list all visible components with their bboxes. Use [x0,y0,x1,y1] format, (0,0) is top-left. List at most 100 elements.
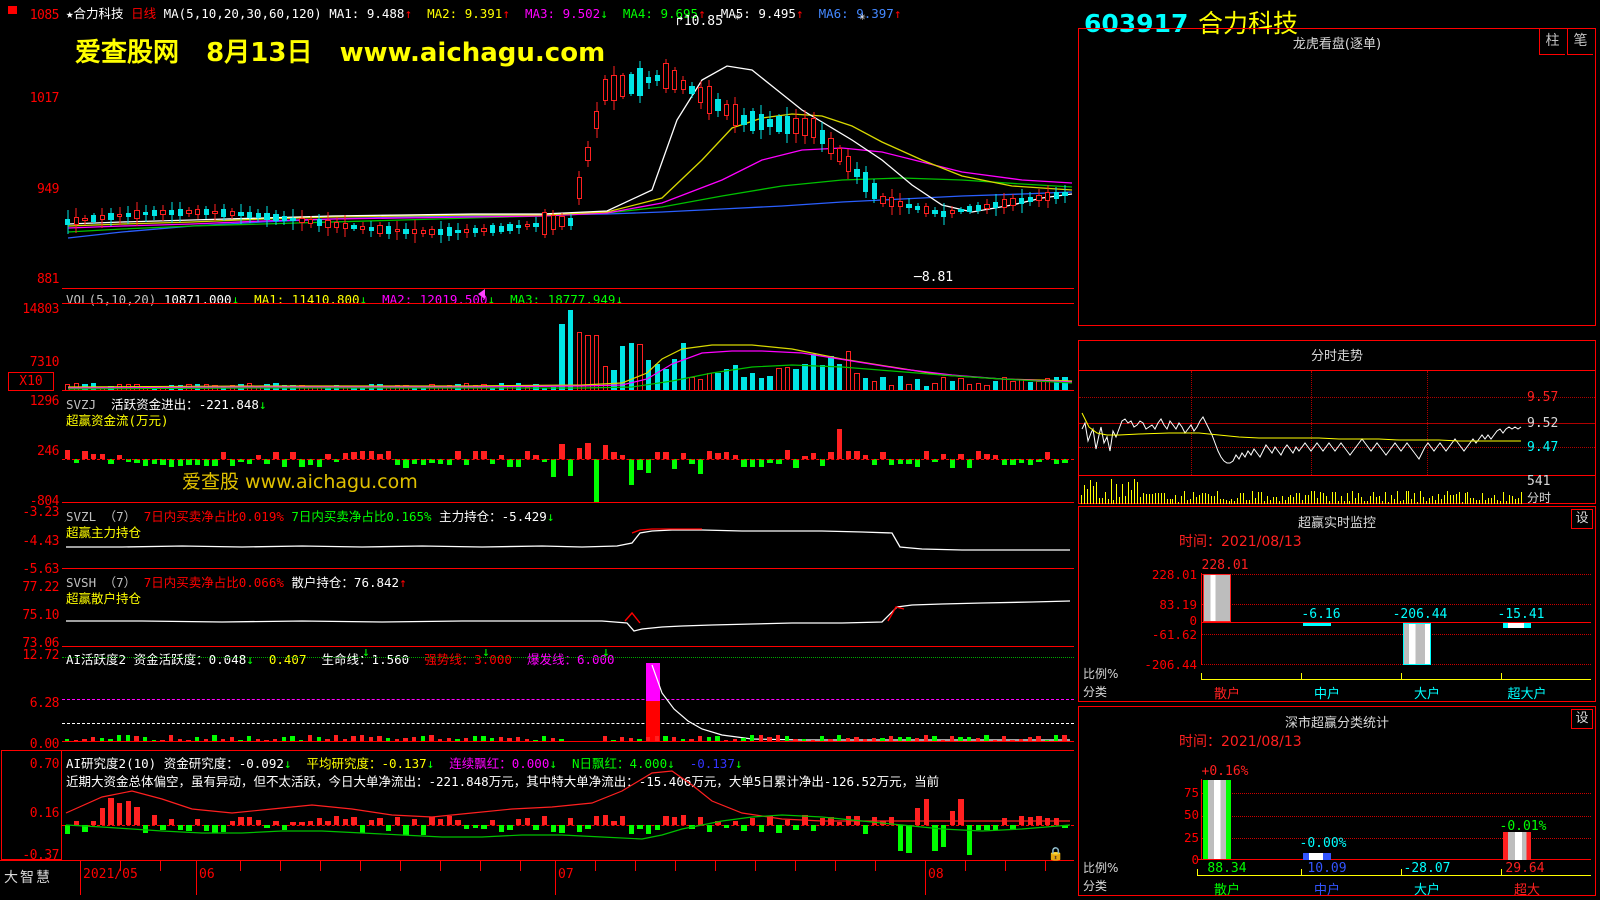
ai-activity-bar [160,739,165,741]
ai-activity-bar [437,738,443,741]
intraday-volume-bar [1260,491,1262,504]
candlestick [819,122,825,152]
ai-research-bar [594,815,600,825]
ai-activity-bar [186,739,191,741]
ai-research-dir-icon [549,756,557,771]
ai-activity-bar [169,735,174,741]
candlestick [1018,188,1025,213]
intraday-volume-bar [1222,498,1224,504]
intraday-volume-bar [1364,501,1366,504]
stock-name: 合力科技 [1198,9,1299,38]
candlestick [472,224,478,237]
candlestick [351,222,357,232]
intraday-panel[interactable]: 分时走势 9.57 9.52 9.47 541 分时 [1078,340,1596,505]
ai-research-bar [273,820,279,825]
ai-activity-bar [455,739,460,741]
ai-activity-bar [949,735,954,741]
event-marker-icon[interactable]: ✳ [734,10,741,23]
ai-activity-bar [940,739,946,741]
svsh-pane[interactable]: SVSH （7） 7日内买卖净占比0.066% 散户持仓：76.842, 超赢散… [62,568,1074,646]
market-classify-panel[interactable]: 深市超赢分类统计 设 时间：2021/08/13 75 50 25 0 比例% … [1078,706,1596,898]
svzj-pane[interactable]: SVZJ 活跃资金进出：-221.848, 超赢资金流(万元) 爱查股 www.… [62,390,1074,502]
intraday-volume-bar [1449,495,1451,504]
intraday-volume-bar [1089,479,1091,504]
ai-research-pane[interactable]: AI研究度2(10) 资金研究度：-0.092, 平均研究度：-0.137, 连… [62,750,1074,860]
intraday-volume-bar [1432,496,1434,504]
ai-research-bar [186,825,192,831]
svzj-bar [1010,459,1016,465]
svzj-bar [646,459,652,473]
candle-body [949,209,955,215]
intraday-volume-bar [1452,495,1454,504]
date-axis[interactable]: 大智慧 2021/05 06 07 08 🔒 [0,847,1074,900]
candle-body [940,210,947,218]
candle-body [420,229,426,234]
toggle-bi[interactable]: 笔 [1567,29,1593,55]
ai-research-bar [463,825,470,830]
intraday-volume-bar [1199,495,1200,504]
candlestick [117,206,123,225]
event-marker-icon[interactable]: ✳ [859,10,866,23]
svzl-pane[interactable]: SVZL （7） 7日内买卖净占比0.019% 7日内买卖净占比0.165% 主… [62,502,1074,568]
svzj-bar [151,459,158,464]
ai-research-bar [966,825,973,855]
svzj-bar [966,459,973,468]
monitor-settings-button[interactable]: 设 [1571,509,1593,529]
candlestick [91,213,97,225]
ai-research-bar [732,820,739,825]
classify-category-label: 散户 [1213,883,1240,898]
classify-pct-label: +0.16% [1201,764,1249,779]
lock-icon[interactable]: 🔒 [1047,847,1064,862]
intraday-volume-bar [1255,497,1257,504]
toggle-zhu[interactable]: 柱 [1539,29,1565,55]
svzj-bar [99,454,106,459]
intraday-volume-bar [1414,492,1416,504]
classify-title: 深市超赢分类统计 [1284,716,1389,731]
scroll-marker[interactable] [8,6,17,14]
svzj-bar [750,459,756,468]
candle-body [1010,198,1016,207]
volume-bar [420,387,426,390]
ai-activity-bar [351,736,356,741]
ai-activity-bar [706,737,712,741]
candle-body [1036,195,1042,201]
svzj-bar [411,459,418,464]
realtime-monitor-panel[interactable]: 超赢实时监控 设 时间：2021/08/13 228.01 83.19 0 -6… [1078,506,1596,702]
volume-bar [637,343,643,390]
ai-activity-bar [932,736,937,741]
volume-pane[interactable]: VOL(5,10,20) 10871.000, MA1: 11410.800, … [62,288,1074,390]
candlestick [1044,185,1051,209]
classify-settings-button[interactable]: 设 [1571,709,1593,729]
candlestick [403,223,409,240]
intraday-volume-bar [1337,501,1339,504]
date-minor-tick [795,861,796,871]
ma-dir-icon [600,6,608,21]
monitor-yaxis-label: 228.01 [1151,567,1197,582]
ai-research-zero-line [62,825,1074,826]
candlestick [73,208,80,234]
aiyanjiu-axis-label: 0.70 [29,757,60,772]
ai-activity-pane[interactable]: AI活跃度2 资金活跃度：0.048, 0.407, 生命线：1.560, 强势… [62,646,1074,750]
ma-value: 9.397 [856,6,894,21]
candle-body [1027,196,1033,203]
ai-activity-bar [247,736,252,741]
candlestick [420,226,426,237]
candle-body [212,210,218,215]
candlestick [862,165,869,199]
intraday-volume-bar [1275,497,1277,504]
kline-pane[interactable]: ★合力科技 日线 MA(5,10,20,30,60,120) MA1: 9.48… [62,0,1074,288]
intraday-volume-bar [1169,499,1171,504]
intraday-volume-bar [1216,491,1218,504]
volume-bar [906,384,912,390]
candlestick [663,58,669,94]
ai-research-bar [1062,825,1068,829]
intraday-volume-bar [1411,499,1413,504]
ai-activity-bar [966,737,972,741]
svsh-subtitle: 超赢散户持仓 [66,591,142,606]
svsh-main-value: 76.842 [353,575,400,590]
volume-bar [793,369,799,390]
date-minor-tick [635,861,636,871]
volume-ma1: MA1: 11410.800 [254,292,360,307]
svzj-bar [117,455,123,459]
ma-dir-icon [796,6,804,21]
